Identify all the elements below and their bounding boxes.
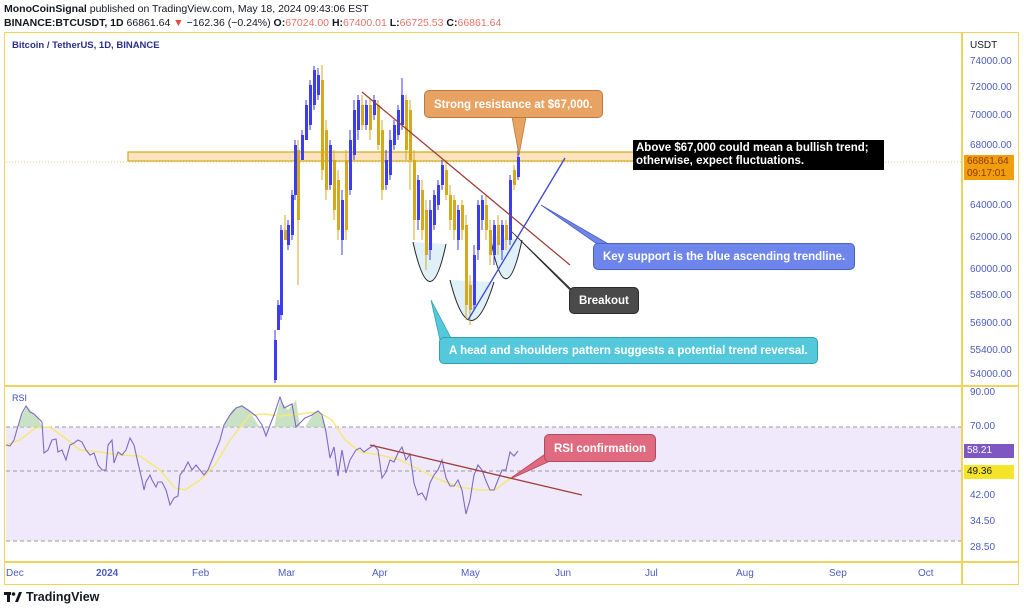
ascending-trendline[interactable] (467, 157, 566, 321)
bar-countdown: 09:17:01 (967, 168, 1006, 179)
left-shoulder-fill (413, 242, 446, 282)
publisher-name[interactable]: MonoCoinSignal (4, 3, 87, 15)
price-tick: 60000.00 (970, 264, 1012, 275)
time-tick: 2024 (96, 568, 119, 579)
price-tick: 74000.00 (970, 56, 1012, 67)
symbol-name: BINANCE:BTCUSDT, 1D (4, 17, 124, 29)
open-label: O: (273, 17, 286, 29)
hs-callout-pointer (430, 299, 453, 341)
high-label: H: (331, 17, 344, 29)
time-tick: Dec (6, 568, 24, 579)
price-tick: 72000.00 (970, 82, 1012, 93)
time-tick: Aug (736, 568, 754, 579)
time-tick: Apr (372, 568, 388, 579)
rsi-tick: 70.00 (970, 421, 996, 432)
time-tick: May (461, 568, 480, 579)
rsi-value-tag: 58.21 (964, 444, 1014, 458)
chart-frame[interactable] (4, 32, 1019, 585)
downtrend-line[interactable] (361, 91, 571, 266)
high-value: 67400.01 (343, 17, 387, 29)
price-tick: 54000.00 (970, 369, 1012, 380)
rsi-downtrend-line[interactable] (369, 444, 583, 496)
support-callout-pointer (540, 204, 614, 247)
close-label: C: (446, 17, 458, 29)
price-tick: 68000.00 (970, 140, 1012, 151)
rsi-confirmation-callout[interactable]: RSI confirmation (544, 434, 657, 462)
bullish-note-line-2: otherwise, expect fluctuations. (636, 155, 805, 167)
rsi-line (5, 395, 519, 515)
resistance-callout-pointer (511, 116, 527, 156)
rsi-tick: 28.50 (970, 542, 996, 553)
open-value: 67024.00 (285, 17, 330, 29)
symbol-info: BINANCE:BTCUSDT, 1D 66861.64 ▼ −162.36 (… (4, 17, 501, 29)
tradingview-wordmark: TradingView (26, 590, 100, 604)
rsi-tick: 42.00 (970, 490, 996, 501)
time-tick: Mar (278, 568, 296, 579)
bullish-trend-note[interactable]: Above $67,000 could mean a bullish trend… (633, 140, 884, 170)
time-tick: Oct (918, 568, 934, 579)
time-axis-divider (4, 561, 1019, 563)
last-price-tag: 66861.64 09:17:01 (964, 155, 1014, 180)
rsi-overbought-fill-2 (224, 405, 260, 427)
rsi-overbought-fill-3 (274, 400, 300, 427)
rsi-tick: 90.00 (970, 387, 996, 398)
published-text: published on TradingView.com, May 18, 20… (89, 3, 369, 15)
price-tick: 64000.00 (970, 200, 1012, 211)
head-curve[interactable] (449, 279, 495, 321)
resistance-callout[interactable]: Strong resistance at $67,000. (424, 90, 603, 118)
rsi-moving-average (5, 411, 513, 491)
time-tick: Feb (192, 568, 210, 579)
support-callout[interactable]: Key support is the blue ascending trendl… (593, 243, 856, 270)
tradingview-logo[interactable]: TradingView (4, 590, 99, 604)
head-shoulders-callout[interactable]: A head and shoulders pattern suggests a … (439, 337, 818, 364)
price-tick: 70000.00 (970, 110, 1012, 121)
last-price: 66861.64 (126, 17, 171, 29)
chart-title: Bitcoin / TetherUS, 1D, BINANCE (12, 40, 160, 51)
pane-divider[interactable] (4, 385, 1019, 387)
publish-info: MonoCoinSignal published on TradingView.… (4, 3, 369, 15)
price-axis-divider (961, 32, 963, 585)
price-tick: 56900.00 (970, 318, 1012, 329)
low-value: 66725.53 (399, 17, 444, 29)
bullish-note-line-1: Above $67,000 could mean a bullish trend… (636, 142, 869, 154)
left-shoulder-curve[interactable] (412, 241, 447, 282)
time-tick: Jul (645, 568, 658, 579)
rsi-ma-value-tag: 49.36 (964, 465, 1014, 479)
tradingview-logo-icon (4, 592, 22, 602)
price-tick: 62000.00 (970, 232, 1012, 243)
price-change: −162.36 (−0.24%) (186, 17, 271, 29)
close-value: 66861.64 (457, 17, 502, 29)
last-price-value: 66861.64 (967, 156, 1009, 167)
rsi-overbought-fill-1 (18, 406, 42, 427)
rsi-pane-title[interactable]: RSI (12, 393, 28, 403)
breakout-callout[interactable]: Breakout (569, 287, 639, 314)
rsi-band (6, 427, 961, 541)
time-tick: Sep (829, 568, 847, 579)
price-tick: 55400.00 (970, 345, 1012, 356)
rsi-overbought-fill-4 (305, 412, 326, 427)
rsi-tick: 34.50 (970, 516, 996, 527)
down-arrow-icon: ▼ (173, 17, 184, 29)
low-label: L: (389, 17, 400, 29)
currency-label[interactable]: USDT (970, 40, 998, 51)
time-tick: Jun (555, 568, 572, 579)
price-tick: 58500.00 (970, 290, 1012, 301)
